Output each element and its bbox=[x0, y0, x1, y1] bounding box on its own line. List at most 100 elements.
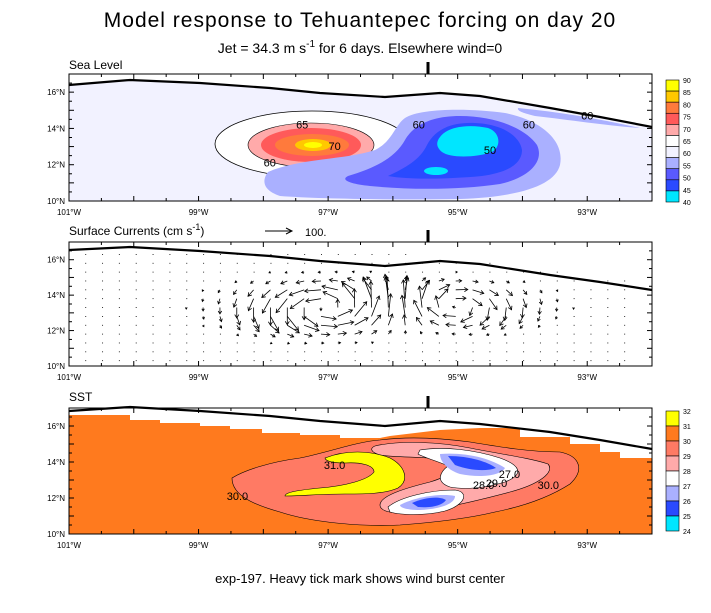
current-vector-head bbox=[236, 333, 240, 337]
current-vector-head bbox=[301, 316, 307, 321]
sst-contour-26-south bbox=[412, 497, 446, 508]
colorbar-label: 30 bbox=[683, 439, 691, 446]
current-vector-head bbox=[572, 307, 575, 310]
current-vector bbox=[489, 289, 499, 296]
current-vector-head bbox=[522, 280, 526, 283]
current-vector-head bbox=[507, 305, 513, 311]
current-vector bbox=[341, 281, 355, 291]
current-vector-head bbox=[333, 324, 339, 329]
current-vector-head bbox=[234, 314, 240, 319]
current-vector bbox=[342, 282, 355, 299]
current-vector-head bbox=[464, 287, 469, 292]
colorbar-swatch bbox=[665, 485, 680, 502]
current-vector bbox=[253, 324, 260, 332]
current-vector bbox=[286, 316, 299, 331]
current-vector-head bbox=[251, 318, 257, 324]
colorbar-swatch bbox=[665, 157, 680, 170]
current-vector-head bbox=[555, 289, 559, 293]
current-vector-head bbox=[342, 331, 348, 336]
sea-level-contour-40 bbox=[437, 126, 499, 157]
current-vector-head bbox=[555, 308, 559, 312]
current-vector-head bbox=[315, 327, 320, 332]
y-tick-label: 14°N bbox=[47, 124, 65, 133]
current-vector-head bbox=[255, 327, 260, 333]
contour-label: 60 bbox=[523, 119, 535, 131]
contour-label: 70 bbox=[328, 141, 340, 153]
current-vector-head bbox=[294, 326, 299, 332]
x-tick-label: 95°W bbox=[448, 541, 468, 550]
current-vector-head bbox=[485, 332, 490, 336]
contour-label: 30.0 bbox=[227, 491, 248, 503]
sst-colorbar: 32 31 30 29 28 27 26 25 24 bbox=[665, 409, 691, 536]
current-vector-head bbox=[303, 288, 309, 294]
sea-level-panel: Sea Level 65 70 60 60 50 60 60 101°W 99°W 97°W 95… bbox=[47, 58, 653, 217]
current-vector bbox=[296, 280, 305, 284]
current-vector-head bbox=[440, 278, 445, 282]
current-vector-head bbox=[468, 332, 472, 336]
current-vector-head bbox=[253, 333, 258, 337]
current-vector-head bbox=[494, 291, 500, 296]
current-vector-head bbox=[311, 278, 316, 284]
x-tick-label: 101°W bbox=[57, 373, 82, 382]
colorbar-swatch bbox=[665, 410, 680, 427]
contour-label: 30.0 bbox=[538, 480, 559, 492]
current-vector bbox=[486, 307, 490, 321]
colorbar-swatch bbox=[665, 500, 680, 517]
current-vector bbox=[438, 278, 445, 282]
current-vector bbox=[287, 333, 294, 338]
current-vector-head bbox=[369, 270, 372, 274]
surface-currents-coastline bbox=[68, 245, 653, 292]
current-vector-head bbox=[351, 270, 355, 274]
current-vector-head bbox=[217, 310, 223, 315]
current-vector-head bbox=[289, 304, 295, 310]
current-vectors bbox=[85, 253, 626, 362]
current-vector-head bbox=[537, 318, 541, 322]
sst-contour-31 bbox=[284, 451, 405, 497]
colorbar-swatch bbox=[665, 79, 680, 92]
x-tick-label: 97°W bbox=[318, 373, 338, 382]
current-vector-head bbox=[539, 290, 543, 294]
sst-title: SST bbox=[69, 390, 93, 404]
current-vector bbox=[387, 313, 393, 326]
current-vector bbox=[217, 298, 221, 304]
current-vector bbox=[287, 324, 300, 334]
current-vector bbox=[371, 314, 382, 326]
current-vector-head bbox=[400, 294, 405, 300]
current-vector-head bbox=[351, 288, 357, 293]
current-vector-head bbox=[462, 295, 467, 301]
current-vector-head bbox=[319, 308, 323, 312]
current-vector bbox=[337, 321, 354, 326]
current-vector bbox=[489, 280, 494, 284]
current-vector-head bbox=[219, 325, 223, 329]
sst-contour-26 bbox=[448, 456, 496, 471]
current-vector-head bbox=[442, 313, 447, 319]
current-vector-head bbox=[413, 299, 418, 305]
colorbar-label: 70 bbox=[683, 127, 691, 134]
current-vector bbox=[481, 324, 490, 330]
current-vector-head bbox=[419, 331, 423, 335]
x-tick-label: 99°W bbox=[189, 373, 209, 382]
colorbar-swatch bbox=[665, 90, 680, 103]
current-vector-head bbox=[358, 330, 363, 335]
current-vector bbox=[522, 289, 528, 295]
current-vector-head bbox=[247, 292, 252, 297]
current-vector-head bbox=[335, 298, 341, 303]
contour-label: 29.0 bbox=[486, 478, 507, 490]
colorbar-label: 28 bbox=[683, 469, 691, 476]
sea-level-title: Sea Level bbox=[69, 58, 122, 72]
colorbar-label: 27 bbox=[683, 484, 691, 491]
current-vector-head bbox=[268, 321, 273, 326]
y-tick-label: 14°N bbox=[47, 291, 65, 300]
contour-label: 27.0 bbox=[499, 469, 520, 481]
current-vector-head bbox=[269, 341, 273, 345]
x-tick-label: 99°W bbox=[189, 208, 209, 217]
current-vector-head bbox=[500, 325, 505, 330]
current-vector-head bbox=[233, 291, 237, 296]
y-tick-label: 14°N bbox=[47, 458, 65, 467]
current-vector-head bbox=[284, 270, 288, 274]
current-vector bbox=[472, 280, 479, 283]
colorbar-label: 26 bbox=[683, 499, 691, 506]
current-vector-head bbox=[328, 277, 334, 283]
current-vector bbox=[438, 284, 450, 291]
current-vector bbox=[427, 307, 440, 317]
